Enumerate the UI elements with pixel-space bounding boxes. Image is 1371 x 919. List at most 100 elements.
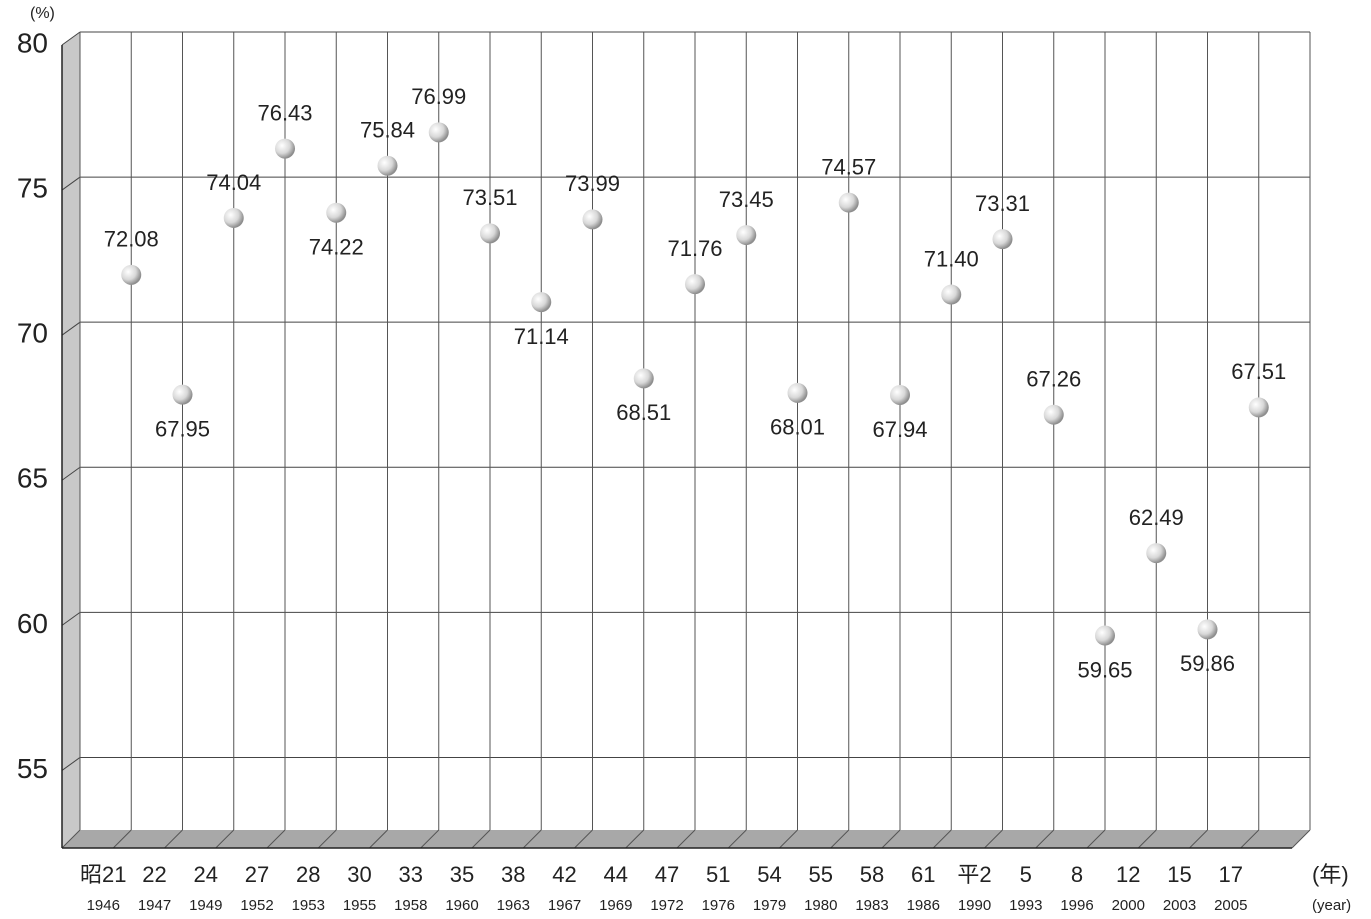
- x-tick-label: 44: [604, 862, 628, 887]
- data-label: 71.76: [667, 236, 722, 261]
- x-tick-label: 17: [1219, 862, 1243, 887]
- floor-line: [420, 829, 440, 849]
- x-tick-year: 1958: [394, 897, 427, 914]
- grid-line-wall: [61, 176, 81, 191]
- marker: [326, 202, 347, 223]
- data-label: 76.43: [257, 100, 312, 125]
- grid-line-wall: [61, 611, 81, 626]
- marker: [1095, 625, 1115, 646]
- x-tick-label: 12: [1116, 862, 1140, 887]
- data-label: 59.65: [1077, 657, 1132, 682]
- marker: [377, 155, 398, 176]
- grid-line-wall: [61, 321, 81, 336]
- x-tick-year: 1990: [958, 897, 991, 914]
- x-tick-year: 1979: [753, 897, 786, 914]
- floor-line: [215, 829, 235, 849]
- floor-line: [625, 829, 645, 849]
- floor-line: [1035, 829, 1055, 849]
- marker: [890, 384, 910, 405]
- marker: [582, 209, 603, 230]
- floor-line: [1189, 829, 1208, 849]
- floor-line: [1086, 829, 1106, 849]
- data-label: 67.51: [1231, 359, 1286, 384]
- data-label: 67.26: [1026, 367, 1081, 392]
- x-tick-year: 1963: [497, 897, 530, 914]
- x-tick-year: 1980: [804, 897, 837, 914]
- floor-line: [266, 829, 286, 849]
- x-tick-year: 1949: [189, 897, 222, 914]
- marker: [1043, 404, 1064, 425]
- x-tick-label: 58: [860, 862, 884, 887]
- x-tick-year: 1947: [138, 897, 171, 914]
- data-label: 76.99: [411, 84, 466, 109]
- y-tick-label: 65: [17, 463, 48, 494]
- y-tick-label: 75: [17, 172, 48, 203]
- data-label: 73.51: [462, 185, 517, 210]
- x-tick-label: 24: [194, 862, 218, 887]
- x-tick-label: 平2: [957, 862, 991, 887]
- x-tick-year: 1946: [87, 897, 120, 914]
- x-tick-label: 38: [501, 862, 525, 887]
- data-label: 71.14: [514, 324, 569, 349]
- x-tick-label: 昭21: [80, 862, 126, 887]
- x-tick-label: 5: [1020, 862, 1032, 887]
- floor-line: [471, 829, 491, 849]
- left-wall: [62, 32, 80, 848]
- x-tick-year: 1983: [855, 897, 888, 914]
- marker: [787, 382, 808, 403]
- floor-line: [830, 829, 850, 849]
- x-tick-year: 1986: [907, 897, 940, 914]
- marker: [1146, 543, 1167, 564]
- data-label: 62.49: [1129, 505, 1184, 530]
- floor-line: [112, 829, 132, 849]
- data-label: 73.31: [975, 191, 1030, 216]
- y-tick-label: 60: [17, 608, 48, 639]
- x-tick-year: 1993: [1009, 897, 1042, 914]
- data-label: 75.84: [360, 118, 415, 143]
- marker: [480, 223, 500, 244]
- x-tick-label: 8: [1071, 862, 1083, 887]
- data-label: 59.86: [1180, 651, 1235, 676]
- data-label: 67.94: [872, 417, 927, 442]
- marker: [633, 368, 654, 389]
- floor-line: [522, 829, 542, 849]
- x-tick-label: 54: [757, 862, 781, 887]
- floor-line: [676, 829, 696, 849]
- x-tick-label: 55: [809, 862, 833, 887]
- marker: [275, 138, 295, 159]
- marker: [531, 292, 552, 313]
- x-tick-label: 47: [655, 862, 679, 887]
- grid-line-wall: [61, 31, 81, 46]
- marker: [1248, 397, 1269, 418]
- marker: [838, 192, 859, 213]
- floor-line: [881, 829, 901, 849]
- marker: [992, 229, 1013, 250]
- floor-line: [1240, 829, 1260, 849]
- x-tick-year: 1967: [548, 897, 581, 914]
- floor-line: [61, 829, 81, 849]
- floor-line: [164, 829, 183, 849]
- x-tick-year: 2000: [1112, 897, 1145, 914]
- x-tick-year: 1972: [650, 897, 683, 914]
- x-tick-year: 1960: [445, 897, 478, 914]
- y-tick-label: 55: [17, 753, 48, 784]
- x-tick-label: 27: [245, 862, 269, 887]
- x-tick-year: 1953: [292, 897, 325, 914]
- x-label-en: (year): [1312, 897, 1351, 914]
- x-tick-label: 61: [911, 862, 935, 887]
- x-tick-year: 1955: [343, 897, 376, 914]
- x-tick-year: 1952: [240, 897, 273, 914]
- floor-line: [574, 829, 593, 849]
- x-tick-year: 2003: [1163, 897, 1196, 914]
- grid-line-wall: [61, 757, 81, 771]
- data-label: 68.01: [770, 415, 825, 440]
- y-label: (%): [30, 5, 55, 22]
- y-tick-label: 80: [17, 27, 48, 58]
- grid-line-wall: [61, 466, 81, 481]
- x-tick-label: 28: [296, 862, 320, 887]
- x-tick-label: 22: [142, 862, 166, 887]
- marker: [428, 122, 449, 143]
- x-tick-label: 42: [552, 862, 576, 887]
- x-label: (年): [1312, 862, 1349, 887]
